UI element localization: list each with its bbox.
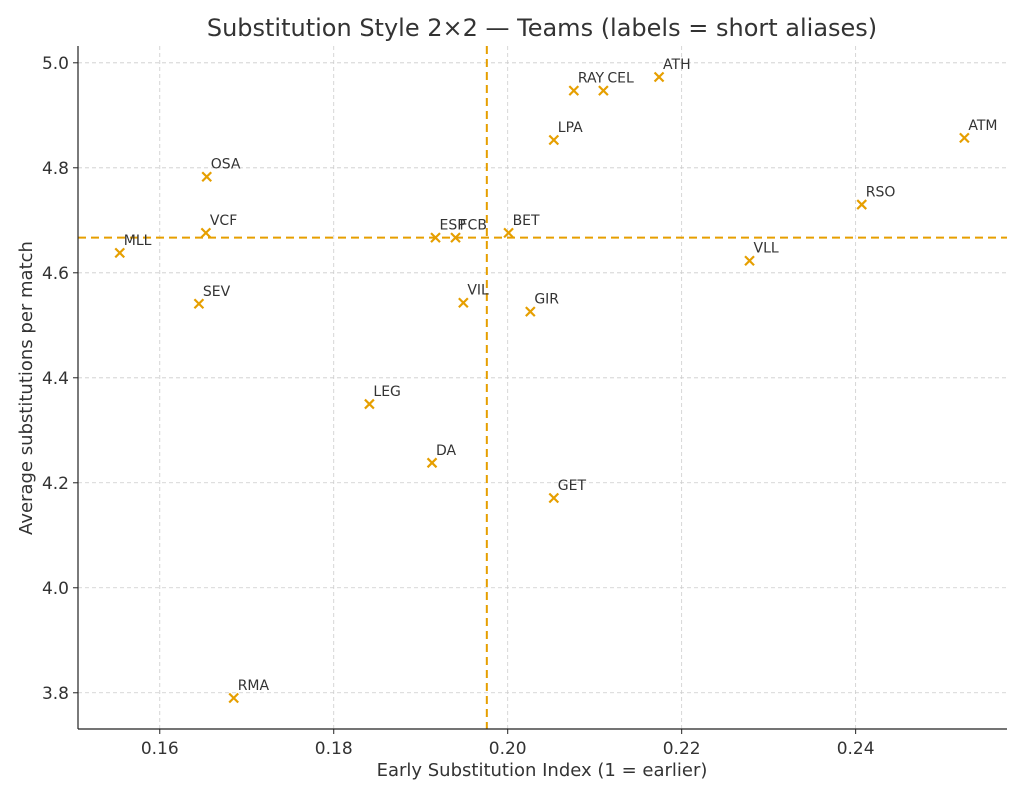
data-point-rma: RMA <box>228 678 270 704</box>
axes: 0.16 0.18 0.20 0.22 0.24 3.8 4.0 4.2 4.4 4.6 4.8 5.… <box>42 46 1007 759</box>
point-label: ESP <box>440 218 466 234</box>
x-marker <box>458 297 469 308</box>
y-tick-label: 4.8 <box>42 159 69 179</box>
point-label: VCF <box>210 213 237 229</box>
point-label: MLL <box>124 233 152 249</box>
point-label: VIL <box>467 283 489 299</box>
point-label: RAY <box>578 71 605 87</box>
x-marker <box>959 132 970 144</box>
x-marker <box>193 298 205 310</box>
reference-lines <box>78 46 1007 729</box>
data-point-leg: LEG <box>364 384 401 410</box>
data-point-da: DA <box>426 443 457 469</box>
point-label: VLL <box>754 241 779 257</box>
data-point-osa: OSA <box>201 157 241 182</box>
x-tick-label: 0.24 <box>837 739 875 759</box>
point-label: BET <box>513 213 540 229</box>
data-point-gir: GIR <box>525 292 559 317</box>
point-label: ATM <box>968 118 997 134</box>
point-label: OSA <box>211 157 241 173</box>
point-label: GET <box>558 478 587 494</box>
data-point-vcf: VCF <box>200 213 237 239</box>
x-marker <box>426 457 438 469</box>
x-marker <box>114 247 126 259</box>
x-axis-label: Early Substitution Index (1 = earlier) <box>377 760 708 781</box>
y-tick-label: 5.0 <box>42 54 69 74</box>
data-point-fcb: FCB <box>450 218 487 243</box>
x-marker <box>525 306 536 317</box>
x-tick-label: 0.22 <box>663 739 701 759</box>
x-marker <box>653 71 665 83</box>
data-point-esp: ESP <box>430 218 466 243</box>
x-tick-label: 0.16 <box>141 739 179 759</box>
x-tick-label: 0.18 <box>315 739 353 759</box>
data-point-vll: VLL <box>744 241 779 266</box>
data-point-ray: RAY <box>568 71 605 96</box>
x-marker <box>200 227 212 239</box>
data-point-sev: SEV <box>193 284 231 310</box>
point-label: RMA <box>238 678 270 694</box>
y-tick-label: 4.4 <box>42 369 69 389</box>
data-point-atm: ATM <box>959 118 998 144</box>
point-label: ATH <box>663 57 691 73</box>
x-marker <box>598 85 609 96</box>
data-point-get: GET <box>548 478 587 504</box>
data-point-lpa: LPA <box>548 120 583 146</box>
x-marker <box>364 398 375 410</box>
point-label: LEG <box>373 384 401 400</box>
x-marker <box>744 255 755 266</box>
data-point-vil: VIL <box>458 283 489 308</box>
y-tick-label: 4.2 <box>42 474 69 494</box>
grid <box>78 46 1007 729</box>
x-marker <box>201 171 213 182</box>
x-marker <box>856 199 868 210</box>
y-tick-label: 4.6 <box>42 264 69 284</box>
x-tick-label: 0.20 <box>489 739 527 759</box>
x-marker <box>228 692 239 704</box>
point-label: DA <box>436 443 457 459</box>
data-point-ath: ATH <box>653 57 691 83</box>
x-marker <box>430 232 441 243</box>
y-tick-label: 3.8 <box>42 684 69 704</box>
x-marker <box>548 492 560 504</box>
data-point-mll: MLL <box>114 233 152 259</box>
point-label: FCB <box>460 218 487 234</box>
point-label: SEV <box>203 284 231 300</box>
x-marker <box>548 134 560 146</box>
chart-title: Substitution Style 2×2 — Teams (labels =… <box>207 14 877 42</box>
x-marker <box>568 85 580 96</box>
point-label: GIR <box>534 292 559 308</box>
point-label: CEL <box>607 71 634 87</box>
data-point-rso: RSO <box>856 185 896 210</box>
point-label: RSO <box>866 185 896 201</box>
y-tick-label: 4.0 <box>42 579 69 599</box>
data-point-bet: BET <box>503 213 540 239</box>
point-label: LPA <box>558 120 583 136</box>
data-point-cel: CEL <box>598 71 634 96</box>
x-marker <box>503 227 514 239</box>
y-axis-label: Average substitutions per match <box>16 241 37 535</box>
x-marker <box>450 232 461 243</box>
